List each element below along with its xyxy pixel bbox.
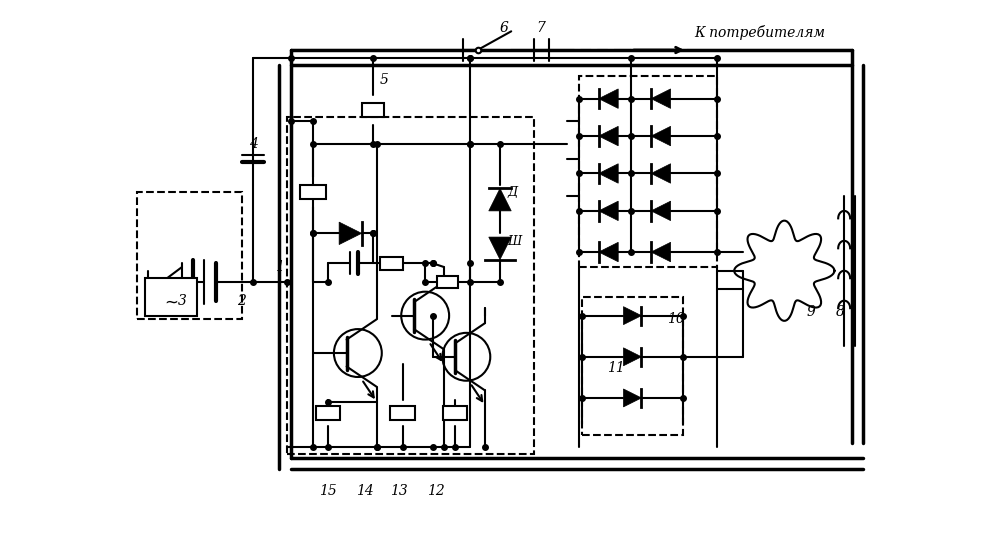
Bar [437,277,458,288]
Polygon shape [599,201,618,221]
Text: 2: 2 [237,294,246,308]
Text: 10: 10 [667,312,685,326]
Bar [287,117,534,454]
Polygon shape [599,89,618,108]
Polygon shape [651,89,671,108]
Text: 9: 9 [806,305,815,319]
Text: 11: 11 [607,361,625,375]
Text: 5: 5 [380,73,388,87]
Text: 8: 8 [836,305,845,319]
Polygon shape [599,127,618,146]
Bar [380,256,403,270]
Bar [137,192,242,319]
Text: 4: 4 [249,137,258,151]
Polygon shape [599,164,618,183]
Polygon shape [623,348,641,366]
Polygon shape [651,164,671,183]
Bar [362,103,384,116]
Bar [145,278,197,316]
Text: 12: 12 [428,484,445,498]
Text: ~: ~ [164,294,178,312]
Bar [582,297,683,435]
Polygon shape [489,237,511,260]
Text: Д: Д [507,186,518,199]
Text: 14: 14 [356,484,374,498]
Bar [390,406,415,420]
Polygon shape [599,242,618,262]
Text: 7: 7 [537,21,546,35]
Polygon shape [623,389,641,407]
Bar [443,406,467,420]
Text: К потребителям: К потребителям [695,25,826,40]
Text: 1: 1 [275,260,284,274]
Text: Ш: Ш [507,234,522,248]
Bar [579,76,717,267]
Text: 3: 3 [178,294,186,308]
Polygon shape [623,307,641,325]
Polygon shape [489,189,511,211]
Bar [316,406,340,420]
Polygon shape [339,222,362,245]
Polygon shape [651,242,671,262]
Text: 15: 15 [319,484,337,498]
Text: 6: 6 [499,21,508,35]
Polygon shape [651,127,671,146]
Polygon shape [651,201,671,221]
Bar [300,185,326,199]
Text: 13: 13 [390,484,408,498]
